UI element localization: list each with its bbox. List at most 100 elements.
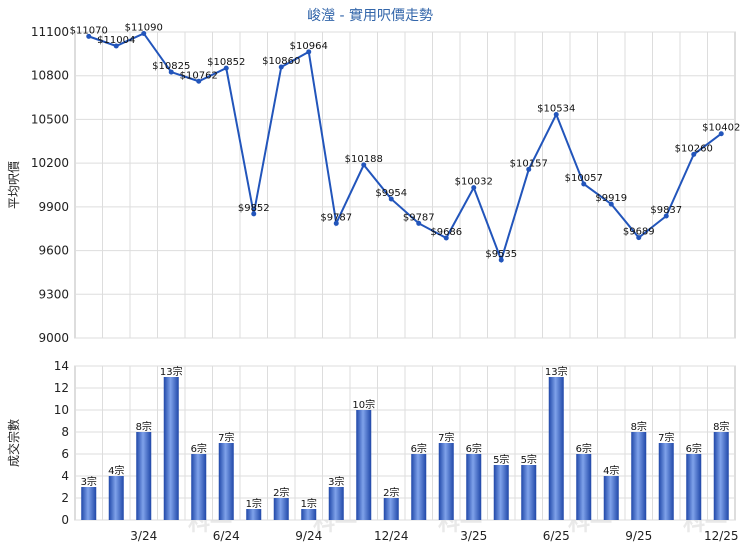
volume-bar <box>383 498 399 520</box>
price-points <box>86 30 724 263</box>
price-y-tick-label: 9300 <box>38 287 69 301</box>
volume-bar <box>301 509 317 520</box>
volume-data-label: 6宗 <box>411 442 427 455</box>
price-y-tick-label: 11100 <box>31 25 69 39</box>
volume-y-tick-label: 10 <box>54 403 69 417</box>
price-point <box>113 43 119 49</box>
price-point <box>333 220 339 226</box>
price-data-label: $9787 <box>320 212 352 223</box>
price-data-label: $10260 <box>675 143 713 154</box>
volume-bar <box>658 443 674 520</box>
volume-x-tick-label: 12/25 <box>704 529 739 543</box>
volume-data-label: 5宗 <box>521 453 537 466</box>
price-data-label: $9686 <box>430 227 462 238</box>
volume-chart: 0 2 4 6 8 10 12 14 成交宗數 3宗 4宗 8宗 13宗 6宗 7宗 1宗 2宗 1宗 3宗 10… <box>6 359 739 543</box>
price-point <box>636 235 642 241</box>
chart-title: 峻瀅 - 實用呎價走勢 <box>307 7 433 24</box>
volume-y-tick-label: 0 <box>61 513 69 527</box>
volume-bar <box>218 443 234 520</box>
volume-y-tick-label: 4 <box>61 469 69 483</box>
price-data-label: $10057 <box>565 173 603 184</box>
volume-data-label: 8宗 <box>713 420 729 433</box>
price-point <box>86 33 92 39</box>
volume-bar <box>603 476 619 520</box>
price-data-label: $9535 <box>485 249 517 260</box>
price-y-tick-label: 10800 <box>31 69 69 83</box>
price-point <box>526 166 532 172</box>
price-point <box>278 64 284 70</box>
price-data-label: $9852 <box>238 203 270 214</box>
volume-bar <box>191 454 207 520</box>
volume-data-labels: 3宗 4宗 8宗 13宗 6宗 7宗 1宗 2宗 1宗 3宗 10宗 2宗 6宗 7宗 6宗 5宗 5宗 13宗 6… <box>81 365 730 510</box>
volume-grid <box>75 365 735 521</box>
volume-bar <box>411 454 427 520</box>
price-point <box>471 185 477 191</box>
volume-data-label: 3宗 <box>81 475 97 488</box>
price-y-ticks: 9000 9300 9600 9900 10200 10500 10800 11100 <box>31 25 69 345</box>
volume-data-label: 1宗 <box>246 497 262 510</box>
price-y-tick-label: 9900 <box>38 200 69 214</box>
volume-data-label: 7宗 <box>658 431 674 444</box>
price-data-label: $10825 <box>152 61 190 72</box>
volume-data-label: 7宗 <box>438 431 454 444</box>
price-data-label: $10852 <box>207 57 245 68</box>
price-data-label: $10964 <box>290 41 328 52</box>
price-point <box>251 211 257 217</box>
price-point <box>306 49 312 55</box>
volume-y-ticks: 0 2 4 6 8 10 12 14 <box>54 359 69 527</box>
volume-bar <box>521 465 537 520</box>
volume-x-ticks: 3/24 6/24 9/24 12/24 3/25 6/25 9/25 12/25 <box>130 529 738 543</box>
volume-data-label: 8宗 <box>631 420 647 433</box>
price-point <box>718 131 724 137</box>
price-point <box>141 30 147 36</box>
volume-bar <box>493 465 509 520</box>
price-y-tick-label: 9000 <box>38 331 69 345</box>
volume-data-label: 8宗 <box>136 420 152 433</box>
price-grid <box>75 31 735 339</box>
volume-data-label: 13宗 <box>545 365 568 378</box>
volume-y-tick-label: 2 <box>61 491 69 505</box>
price-y-axis-label: 平均呎價 <box>7 161 21 209</box>
volume-bars <box>81 377 729 520</box>
price-point <box>168 69 174 75</box>
volume-bar <box>576 454 592 520</box>
volume-y-tick-label: 8 <box>61 425 69 439</box>
price-point <box>691 151 697 157</box>
volume-data-label: 6宗 <box>576 442 592 455</box>
volume-x-tick-label: 3/25 <box>460 529 487 543</box>
volume-bar <box>81 487 97 520</box>
volume-y-tick-label: 6 <box>61 447 69 461</box>
price-point <box>443 235 449 241</box>
price-point <box>416 220 422 226</box>
price-data-label: $9919 <box>595 193 627 204</box>
price-point <box>581 181 587 187</box>
price-data-label: $9689 <box>623 227 655 238</box>
volume-bar <box>686 454 702 520</box>
price-data-label: $10032 <box>455 177 493 188</box>
price-data-label: $10188 <box>345 154 383 165</box>
volume-bar <box>631 432 647 520</box>
price-data-label: $9954 <box>375 188 407 199</box>
volume-x-tick-label: 12/24 <box>374 529 409 543</box>
volume-x-tick-label: 3/24 <box>130 529 157 543</box>
volume-data-label: 2宗 <box>273 486 289 499</box>
price-data-label: $11004 <box>97 35 135 46</box>
price-point <box>663 213 669 219</box>
volume-data-label: 6宗 <box>686 442 702 455</box>
volume-bar <box>438 443 454 520</box>
price-data-labels: $11070$11004 $11090 $10825$10762 $10852 $985… <box>70 22 740 260</box>
volume-bar <box>163 377 179 520</box>
price-series-line <box>88 32 722 264</box>
volume-y-axis-label: 成交宗數 <box>6 419 21 467</box>
price-point <box>361 162 367 168</box>
price-point <box>196 78 202 84</box>
volume-data-label: 10宗 <box>352 398 375 411</box>
price-point <box>553 111 559 117</box>
volume-x-tick-label: 9/24 <box>295 529 322 543</box>
volume-y-tick-label: 12 <box>54 381 69 395</box>
price-data-label: $10860 <box>262 56 300 67</box>
price-point <box>608 201 614 207</box>
volume-x-tick-label: 6/24 <box>213 529 240 543</box>
volume-bar <box>246 509 262 520</box>
price-data-label: $10157 <box>510 158 548 169</box>
